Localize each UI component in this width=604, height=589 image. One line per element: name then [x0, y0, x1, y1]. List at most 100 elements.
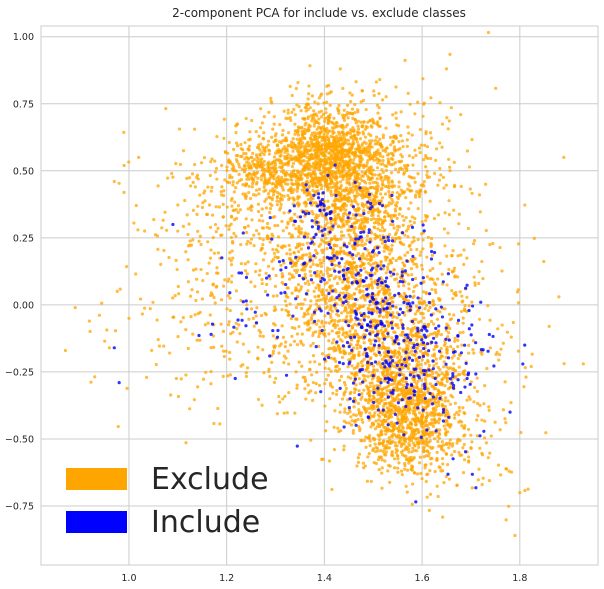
- exclude-point: [437, 381, 441, 385]
- exclude-point: [254, 153, 259, 157]
- exclude-point: [329, 356, 333, 360]
- exclude-point: [410, 273, 414, 277]
- exclude-point: [350, 338, 354, 342]
- exclude-point: [371, 448, 375, 453]
- exclude-point: [366, 455, 370, 459]
- exclude-point: [330, 298, 334, 302]
- exclude-point: [310, 398, 315, 403]
- exclude-point: [289, 317, 294, 321]
- exclude-point: [428, 305, 432, 310]
- exclude-point: [352, 161, 356, 165]
- exclude-point: [390, 420, 394, 424]
- exclude-point: [426, 324, 430, 329]
- exclude-point: [338, 350, 343, 354]
- exclude-point: [317, 332, 322, 336]
- exclude-point: [333, 176, 337, 180]
- exclude-point: [410, 450, 414, 454]
- exclude-point: [386, 417, 390, 421]
- exclude-point: [369, 165, 373, 169]
- exclude-point: [395, 394, 400, 398]
- exclude-point: [406, 187, 410, 191]
- exclude-point: [272, 115, 276, 119]
- exclude-point: [367, 451, 371, 456]
- exclude-point: [319, 187, 324, 191]
- exclude-point: [411, 446, 415, 450]
- exclude-point: [272, 122, 276, 126]
- exclude-point: [413, 443, 417, 447]
- exclude-point: [358, 429, 362, 433]
- exclude-point: [360, 322, 364, 326]
- exclude-point: [426, 235, 430, 239]
- exclude-point: [373, 272, 377, 276]
- exclude-point: [406, 418, 410, 422]
- exclude-point: [210, 213, 215, 217]
- exclude-point: [303, 298, 307, 302]
- exclude-point: [469, 433, 473, 437]
- exclude-point: [383, 228, 387, 232]
- exclude-point: [312, 109, 316, 113]
- exclude-point: [391, 113, 395, 117]
- exclude-point: [371, 364, 376, 368]
- exclude-point: [315, 274, 319, 278]
- exclude-point: [227, 257, 231, 261]
- exclude-point: [374, 191, 379, 196]
- exclude-point: [338, 346, 342, 351]
- exclude-point: [333, 409, 337, 413]
- exclude-point: [389, 261, 393, 265]
- exclude-point: [357, 218, 361, 223]
- exclude-point: [229, 263, 234, 267]
- exclude-point: [430, 411, 434, 415]
- exclude-point: [315, 141, 319, 145]
- exclude-point: [413, 148, 417, 152]
- exclude-point: [380, 196, 385, 200]
- exclude-point: [397, 225, 401, 229]
- exclude-point: [324, 181, 328, 186]
- exclude-point: [376, 227, 380, 231]
- exclude-point: [358, 164, 362, 168]
- exclude-point: [383, 413, 387, 417]
- exclude-point: [345, 222, 349, 226]
- exclude-point: [379, 263, 383, 267]
- exclude-point: [271, 349, 276, 353]
- exclude-point: [392, 184, 397, 188]
- exclude-point: [369, 479, 373, 484]
- exclude-point: [245, 160, 249, 164]
- exclude-point: [437, 399, 441, 403]
- exclude-point: [232, 147, 236, 151]
- exclude-point: [380, 167, 384, 172]
- exclude-point: [260, 151, 264, 155]
- exclude-point: [271, 189, 275, 193]
- exclude-point: [356, 240, 360, 244]
- exclude-point: [397, 185, 401, 189]
- exclude-point: [386, 469, 390, 473]
- exclude-point: [295, 189, 299, 193]
- exclude-point: [395, 272, 399, 276]
- exclude-point: [406, 273, 410, 277]
- exclude-point: [213, 170, 217, 174]
- exclude-point: [365, 384, 369, 388]
- exclude-point: [332, 447, 337, 452]
- exclude-point: [362, 377, 366, 381]
- exclude-point: [295, 245, 300, 249]
- exclude-point: [431, 300, 435, 304]
- exclude-point: [410, 259, 414, 263]
- exclude-point: [348, 91, 352, 95]
- exclude-point: [337, 275, 342, 279]
- exclude-point: [395, 236, 399, 240]
- exclude-point: [318, 135, 322, 139]
- exclude-point: [283, 145, 287, 149]
- exclude-point: [378, 77, 382, 82]
- exclude-point: [377, 418, 381, 422]
- exclude-point: [402, 218, 406, 222]
- exclude-point: [274, 273, 278, 278]
- exclude-point: [316, 102, 320, 106]
- exclude-point: [360, 201, 364, 206]
- exclude-point: [314, 381, 318, 386]
- exclude-point: [382, 215, 387, 219]
- exclude-point: [439, 173, 443, 177]
- exclude-point: [350, 324, 354, 328]
- exclude-point: [409, 201, 413, 205]
- exclude-point: [348, 342, 352, 346]
- exclude-point: [379, 145, 384, 149]
- exclude-point: [308, 173, 312, 177]
